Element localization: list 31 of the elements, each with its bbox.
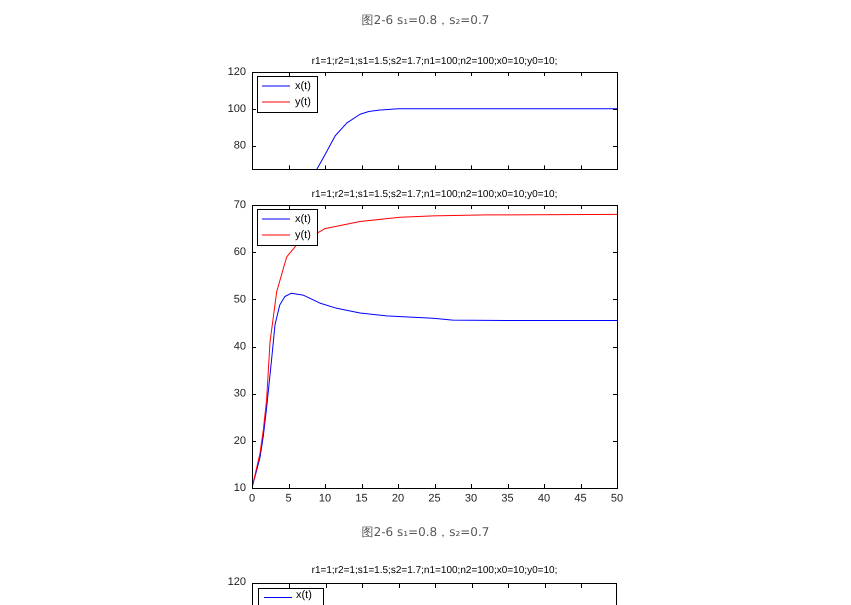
legend-label: x(t) [295, 80, 311, 92]
x-tick-label: 0 [248, 492, 256, 505]
text: x(t) [296, 589, 312, 601]
chart-title: r1=1;r2=1;s1=1.5;s2=1.7;n1=100;n2=100;x0=10;y0=10; [312, 189, 558, 200]
chart-title: r1=1;r2=1;s1=1.5;s2=1.7;n1=100;n2=100;x0=10;y0=10; [312, 56, 558, 67]
y-tick-label: 20 [234, 434, 246, 447]
y-tick-label: 70 [234, 199, 246, 212]
y-tick-label: 120 [228, 66, 246, 78]
y-tick-label: 80 [234, 140, 246, 152]
x-tick-label: 15 [355, 492, 368, 505]
y-tick-label: 10 [234, 482, 246, 494]
text: r1=1;r2=1;s1=1.5;s2=1.7;n1=100;n2=100;x0=10;y0=10; [310, 565, 558, 576]
x-tick-label: 10 [318, 492, 332, 505]
y-tick-label: 50 [234, 293, 246, 306]
y-tick-label: 40 [234, 340, 246, 353]
x-tick-label: 40 [538, 492, 550, 505]
legend-label: x(t) [295, 213, 311, 226]
y-tick-label: 60 [234, 246, 246, 258]
x-tick-label: 50 [610, 492, 624, 505]
legend-label: y(t) [295, 96, 311, 108]
caption: 图2-6 s₁=0.8，s₂=0.7 [360, 12, 490, 29]
x-tick-label: 25 [428, 492, 441, 505]
y-tick-label: 30 [234, 388, 246, 400]
x-tick-label: 45 [574, 492, 587, 505]
caption: 图2-6 s₁=0.8，s₂=0.7 [360, 524, 490, 541]
legend-label: y(t) [295, 229, 311, 242]
y-tick-label: 100 [228, 102, 246, 115]
x-tick-label: 35 [501, 492, 514, 505]
x-tick-label: 5 [285, 492, 292, 505]
x-tick-label: 30 [464, 492, 478, 505]
x-tick-label: 20 [392, 492, 404, 505]
